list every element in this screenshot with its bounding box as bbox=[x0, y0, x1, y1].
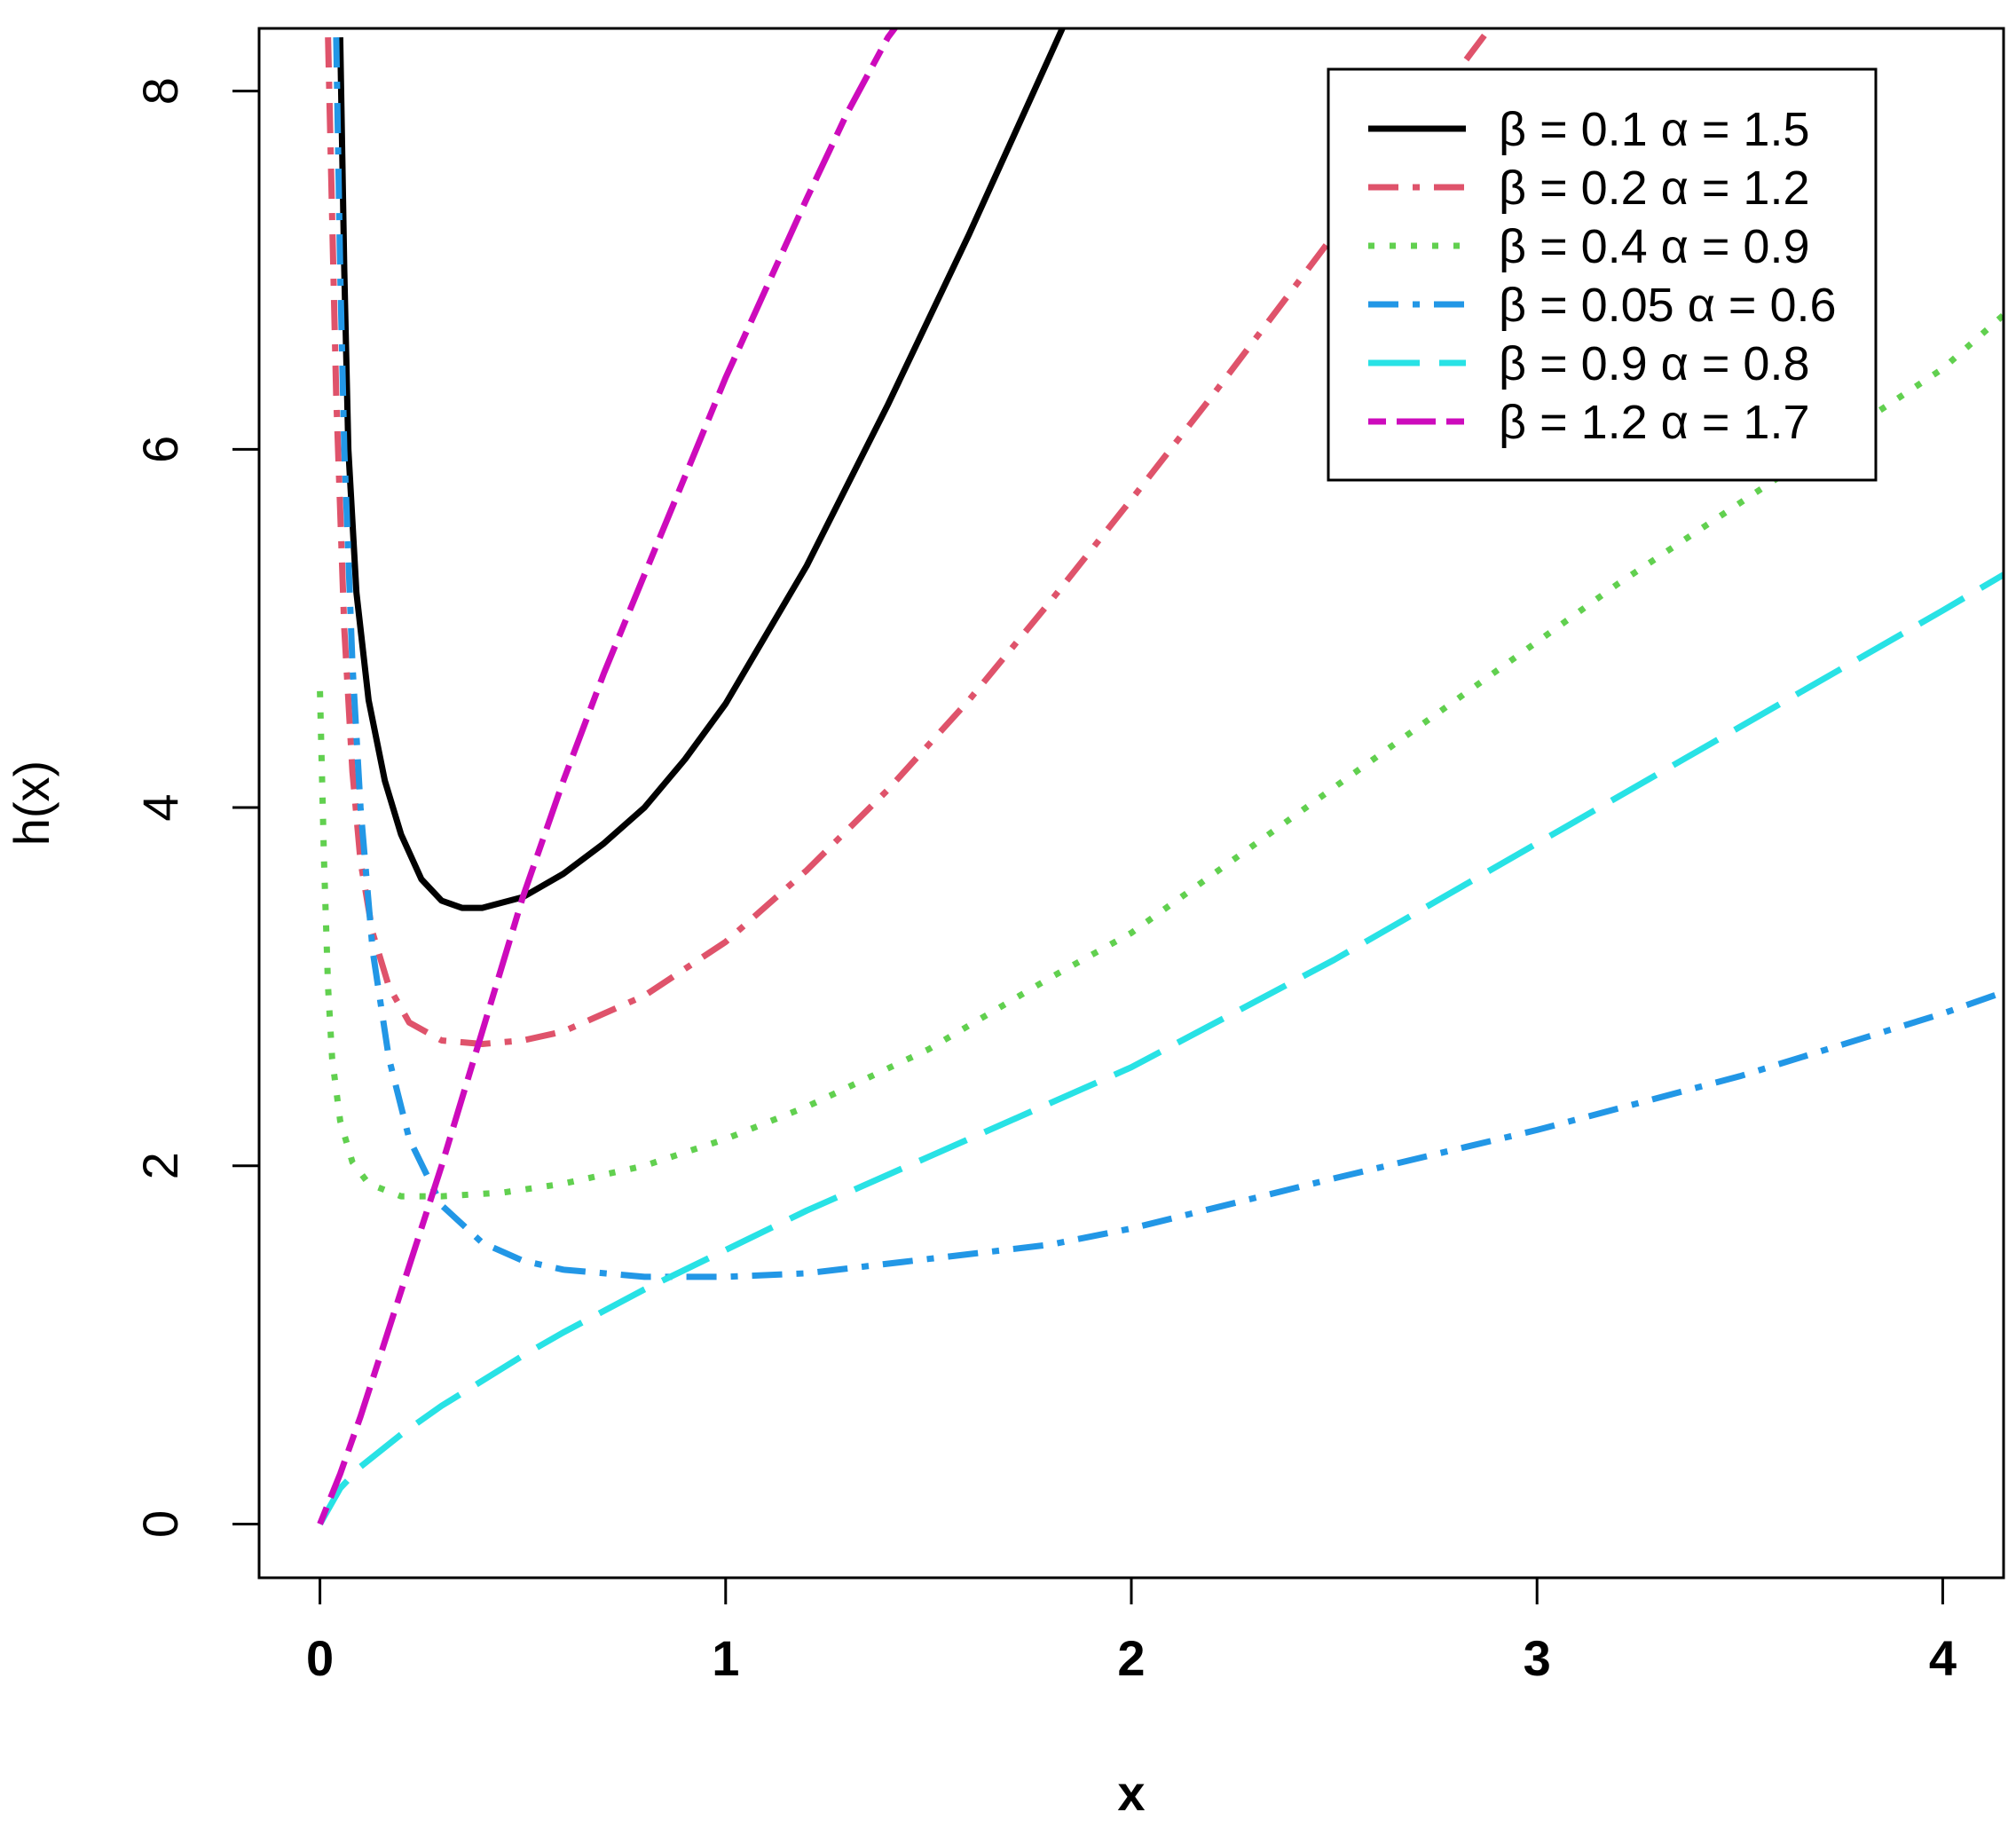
x-tick-label: 1 bbox=[712, 1630, 739, 1686]
legend-label: β = 0.05 α = 0.6 bbox=[1499, 279, 1837, 332]
legend: β = 0.1 α = 1.5 β = 0.2 α = 1.2β = 0.4 α … bbox=[1327, 67, 1878, 482]
x-axis-title: x bbox=[1117, 1765, 1145, 1821]
x-tick-label: 4 bbox=[1929, 1630, 1957, 1686]
series-layer bbox=[317, 28, 2004, 1526]
series-line-4 bbox=[333, 37, 2004, 1280]
legend-box bbox=[1327, 67, 1878, 482]
legend-label: β = 0.9 α = 0.8 bbox=[1499, 337, 1810, 390]
y-tick-label: 0 bbox=[132, 1510, 188, 1538]
legend-label: β = 0.4 α = 0.9 bbox=[1499, 220, 1810, 273]
y-tick-label: 8 bbox=[132, 77, 188, 105]
y-axis-title: h(x) bbox=[4, 760, 59, 846]
series-line-6 bbox=[317, 28, 899, 1525]
y-tick-label: 4 bbox=[132, 793, 188, 821]
series-line-1 bbox=[336, 28, 1067, 911]
legend-label: β = 0.2 α = 1.2 bbox=[1499, 162, 1810, 215]
y-tick-label: 6 bbox=[132, 436, 188, 463]
x-axis: 0 1 2 3 4 bbox=[306, 1576, 1957, 1686]
series-line-3 bbox=[317, 312, 2004, 1200]
legend-label: β = 1.2 α = 1.7 bbox=[1499, 396, 1810, 449]
x-tick-label: 3 bbox=[1524, 1630, 1551, 1686]
y-axis: 0 2 4 6 8 bbox=[132, 77, 261, 1538]
legend-label: β = 0.1 α = 1.5 bbox=[1499, 103, 1810, 156]
series-line-2 bbox=[325, 28, 1494, 1047]
x-tick-label: 0 bbox=[306, 1630, 334, 1686]
y-tick-label: 2 bbox=[132, 1152, 188, 1179]
x-tick-label: 2 bbox=[1117, 1630, 1145, 1686]
